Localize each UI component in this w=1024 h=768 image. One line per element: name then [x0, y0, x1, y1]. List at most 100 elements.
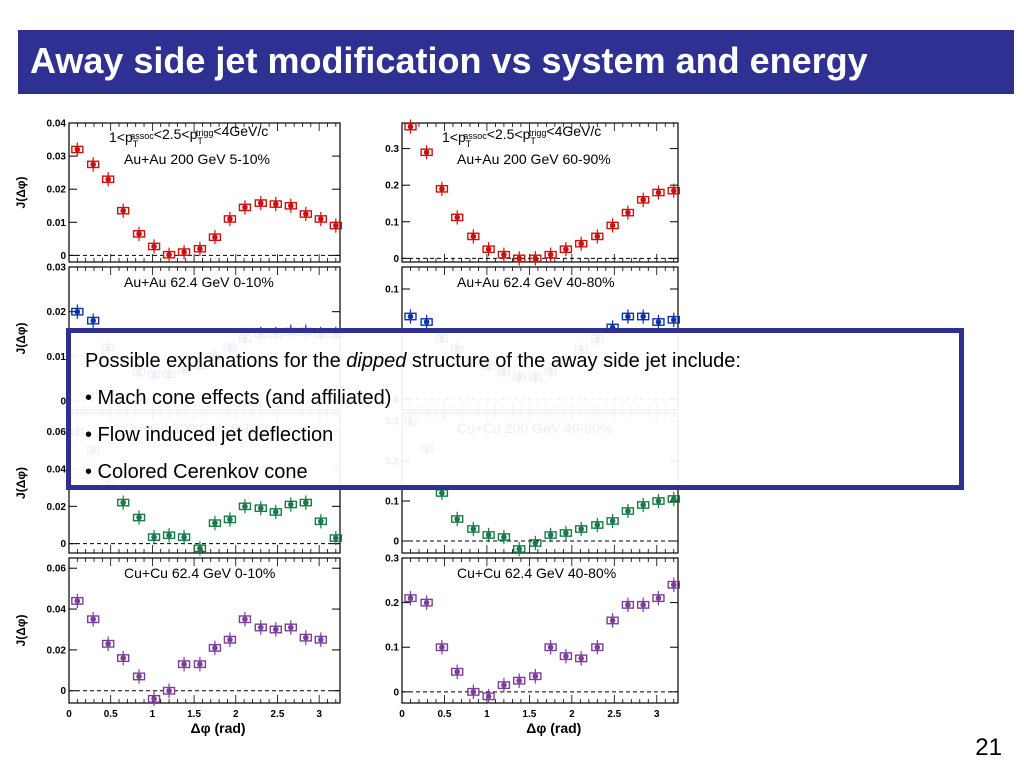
marker: [501, 534, 507, 540]
data-point: [559, 242, 573, 257]
marker: [212, 645, 218, 651]
explanation-bullet: • Colored Cerenkov cone: [85, 461, 308, 483]
marker: [197, 245, 203, 252]
data-point: [284, 497, 298, 512]
data-point: [314, 632, 328, 647]
marker: [227, 216, 233, 222]
cut-label-sup: trigg: [196, 128, 214, 138]
marker: [136, 673, 142, 680]
marker: [594, 522, 601, 528]
data-point: [404, 119, 417, 134]
marker: [532, 255, 539, 262]
data-point: [132, 510, 146, 525]
y-axis-label: J(Δφ): [14, 177, 28, 209]
data-point: [404, 309, 417, 324]
marker: [407, 595, 414, 601]
data-point: [667, 491, 680, 507]
marker: [151, 696, 157, 702]
marker: [90, 161, 96, 168]
y-tick-label: 0.3: [385, 554, 399, 565]
marker: [166, 251, 172, 258]
x-tick-label: 3: [654, 709, 660, 720]
data-point: [482, 242, 495, 257]
plot-frame: [68, 122, 341, 263]
data-point: [621, 205, 635, 220]
marker: [578, 240, 584, 247]
data-point: [254, 501, 267, 516]
y-tick-label: 0.02: [47, 645, 67, 656]
data-point: [606, 613, 619, 628]
marker: [670, 496, 677, 502]
intro-pre: Possible explanations for the: [85, 350, 347, 372]
marker: [74, 146, 81, 153]
panel-label: Cu+Cu 62.4 GeV 0-10%: [124, 565, 275, 581]
x-tick-label: 2: [569, 709, 575, 720]
marker: [640, 602, 646, 608]
data-point: [667, 312, 680, 328]
data-point: [177, 244, 191, 260]
x-tick-label: 0: [399, 709, 405, 720]
marker: [120, 207, 126, 214]
x-tick-label: 3: [316, 709, 322, 720]
y-tick-label: 0: [60, 251, 66, 262]
marker: [151, 243, 157, 250]
x-tick-label: 2.5: [271, 709, 285, 720]
y-tick-label: 0.06: [47, 564, 67, 575]
data-point: [71, 142, 84, 157]
y-tick-label: 0: [393, 537, 399, 548]
data-point: [177, 529, 191, 545]
data-point: [574, 521, 588, 537]
data-point: [208, 230, 222, 245]
marker: [197, 545, 203, 552]
data-point: [193, 656, 207, 672]
marker: [90, 616, 96, 623]
cut-label-sub: T: [530, 136, 536, 146]
marker: [670, 187, 677, 194]
y-tick-label: 0: [60, 686, 66, 697]
marker: [318, 518, 324, 525]
data-point: [269, 504, 282, 520]
data-point: [132, 226, 146, 241]
data-point: [299, 206, 313, 222]
data-point: [162, 247, 176, 262]
cut-label-part: <2.5<p: [154, 126, 198, 142]
x-axis-label: Δφ (rad): [191, 720, 246, 736]
marker: [303, 211, 309, 217]
marker: [578, 655, 584, 662]
y-tick-label: 0.1: [385, 217, 399, 228]
marker: [594, 233, 601, 240]
cut-label-part: 1<p: [442, 129, 466, 145]
data-point: [591, 517, 604, 533]
marker: [136, 514, 142, 521]
marker: [655, 595, 662, 601]
data-point: [147, 691, 161, 707]
data-point: [667, 577, 680, 593]
data-point: [435, 639, 449, 655]
marker: [609, 617, 616, 624]
y-tick-label: 0.01: [47, 218, 67, 229]
panel-cucu62-central: 0 0.02 0.04 0.06 0 0.5 1 1.5 2 2.5 3 Δφ (rad) J(Δφ) C…: [14, 557, 341, 736]
marker: [501, 682, 507, 688]
explanation-bullet: • Mach cone effects (and affiliated): [85, 387, 392, 409]
data-point: [652, 493, 665, 509]
data-point: [451, 664, 464, 680]
marker: [423, 599, 430, 606]
marker: [166, 532, 172, 539]
marker: [212, 520, 218, 526]
marker: [532, 540, 539, 546]
cut-label-sup: assoc: [463, 131, 487, 141]
page-number: 21: [975, 734, 1002, 761]
marker: [625, 602, 631, 608]
marker: [227, 516, 233, 523]
data-point: [606, 218, 619, 233]
marker: [670, 581, 677, 588]
y-tick-label: 0.02: [47, 502, 67, 513]
marker: [547, 251, 554, 258]
marker: [547, 644, 554, 651]
marker: [90, 317, 96, 324]
y-tick-label: 0.02: [47, 185, 67, 196]
data-point: [284, 198, 298, 213]
data-point: [86, 157, 100, 172]
marker: [640, 313, 646, 320]
data-point: [420, 314, 433, 330]
